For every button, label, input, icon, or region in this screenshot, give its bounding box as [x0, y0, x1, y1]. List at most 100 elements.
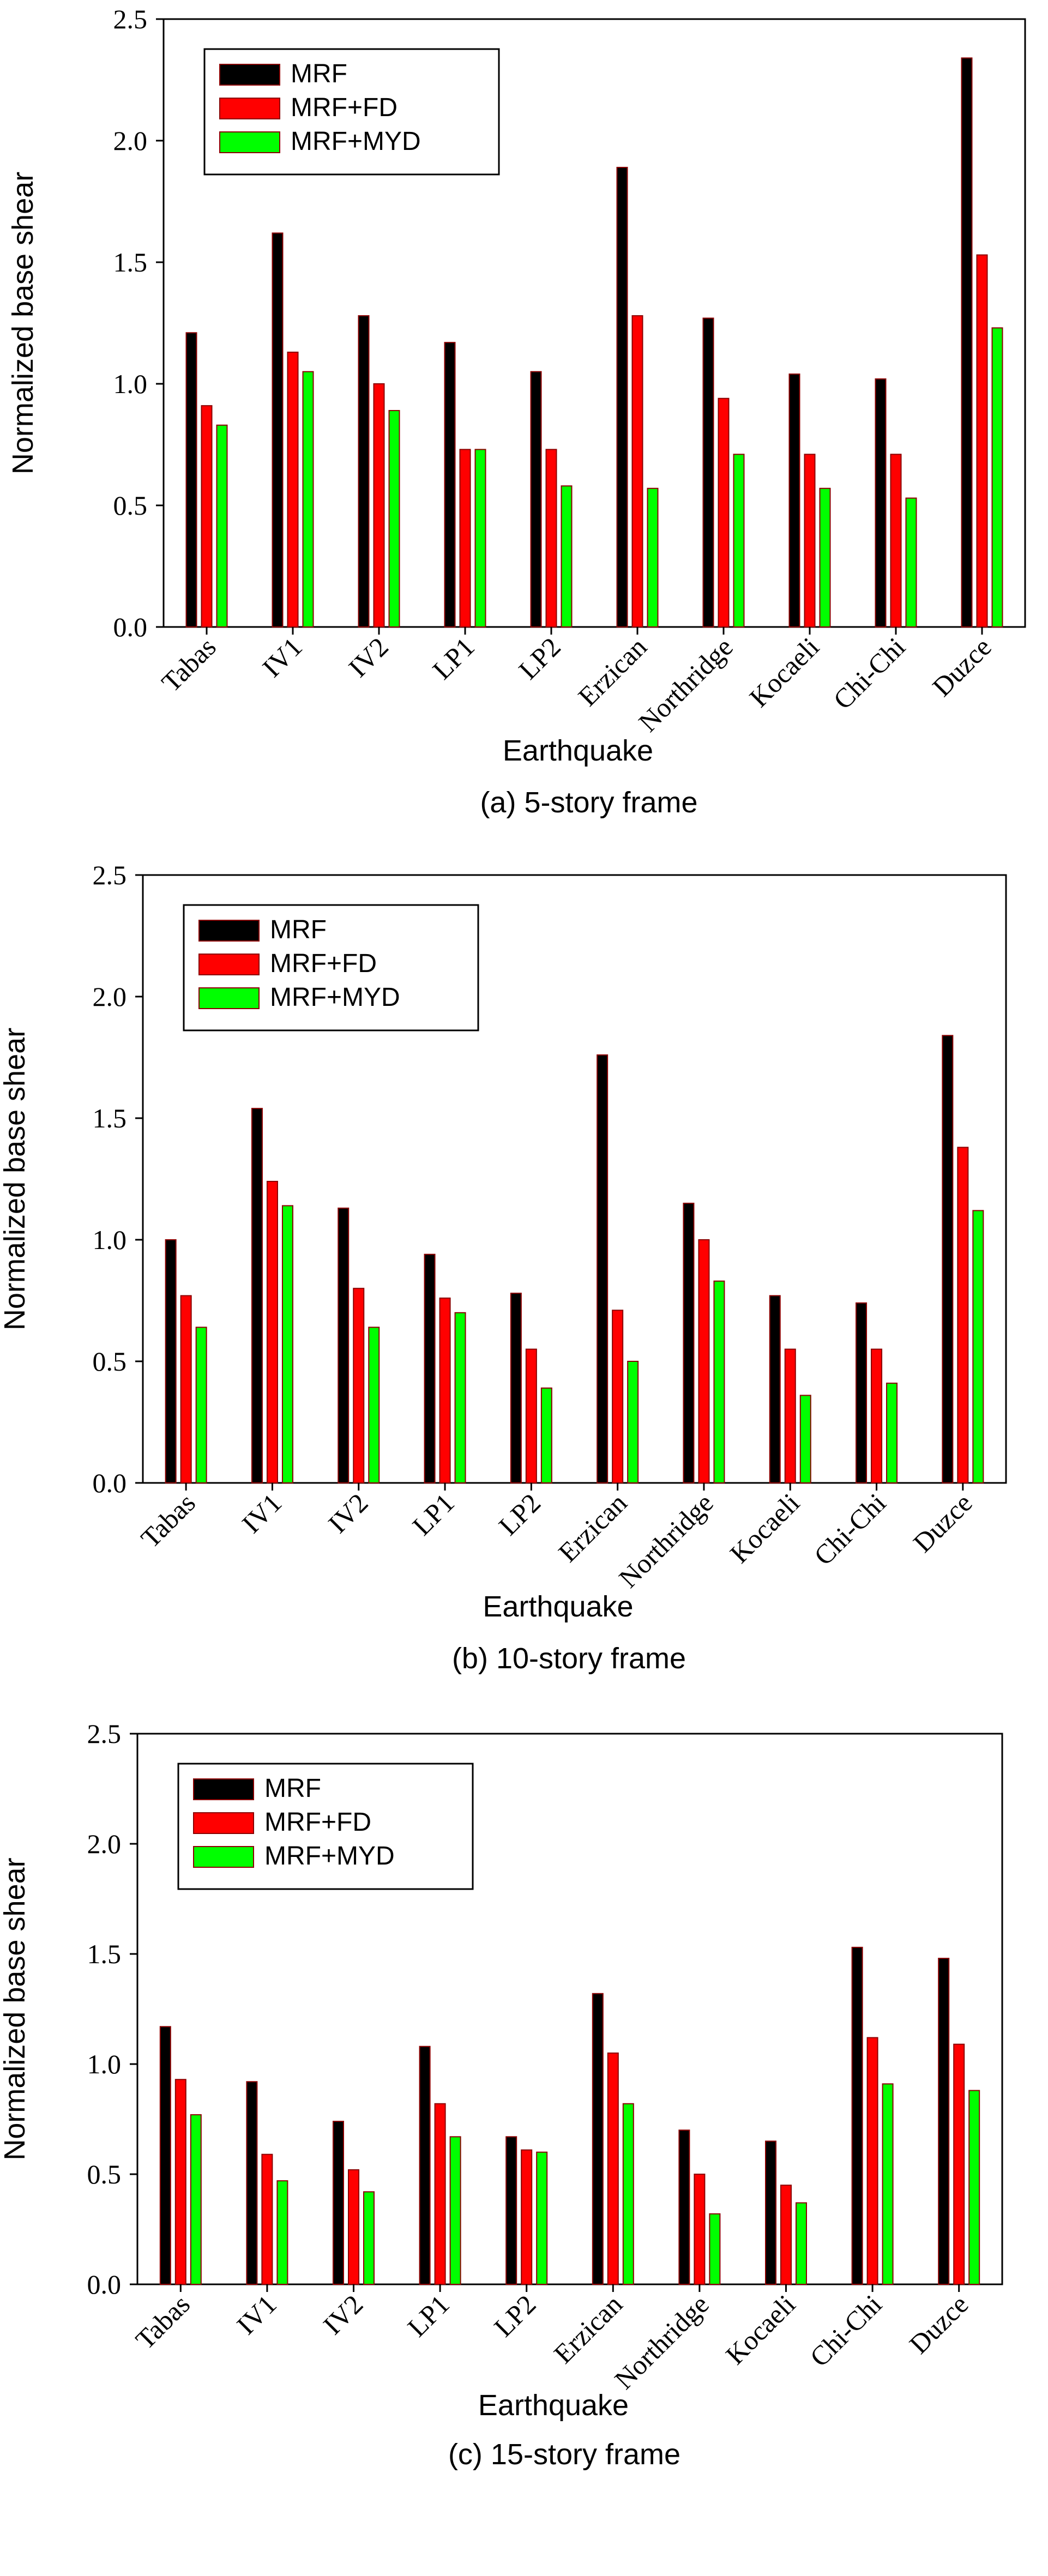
x-tick-label: Kocaeli [724, 1487, 805, 1569]
bar-mrf-fd-erzican [631, 315, 643, 628]
bar-mrf-myd-tabas [190, 2114, 202, 2285]
bar-mrf-northridge [683, 1203, 695, 1484]
bar-mrf-fd-northridge [694, 2174, 706, 2285]
bar-mrf-fd-erzican [607, 2052, 619, 2285]
bar-mrf-myd-lp2 [540, 1387, 552, 1484]
x-axis-label: Earthquake [503, 734, 653, 767]
bar-mrf-iv1 [246, 2081, 258, 2285]
x-tick-label: Duzce [904, 2289, 974, 2360]
chart-panel-3: 0.0 0.5 1.0 1.5 2.0 2.5 Tabas IV1 IV2 LP1 LP2 Erzic… [0, 1718, 1003, 2471]
bar-mrf-fd-kocaeli [780, 2185, 792, 2285]
x-tick-label: IV2 [322, 1487, 374, 1539]
bar-mrf-iv1 [251, 1108, 263, 1484]
x-axis-label: Earthquake [478, 2389, 629, 2422]
x-tick-label: IV1 [236, 1487, 288, 1539]
bar-mrf-iv2 [338, 1208, 350, 1484]
y-tick-label: 2.0 [93, 981, 127, 1012]
bar-mrf-fd-kocaeli [784, 1348, 796, 1483]
legend-swatch-mrf-fd [219, 98, 280, 119]
chart-panel-1: 0.0 0.5 1.0 1.5 2.0 2.5 Tabas IV1 IV2 LP1 LP2 Erzic… [7, 4, 1026, 819]
y-tick-label: 0.5 [113, 490, 148, 521]
legend-swatch-mrf-fd [198, 954, 260, 975]
bar-mrf-fd-chi-chi [890, 454, 902, 628]
bar-mrf-myd-lp1 [454, 1312, 466, 1484]
bar-mrf-lp2 [505, 2136, 517, 2285]
y-tick-label: 0.0 [113, 612, 148, 642]
legend-label: MRF [291, 59, 347, 88]
bar-mrf-myd-chi-chi [886, 1383, 898, 1483]
bar-mrf-myd-duzce [972, 1210, 984, 1483]
bar-mrf-chi-chi [851, 1946, 863, 2285]
y-tick-label: 0.0 [87, 2269, 122, 2300]
bar-mrf-fd-kocaeli [804, 454, 816, 628]
legend-swatch-mrf [198, 920, 260, 942]
x-tick-label: LP1 [406, 1487, 460, 1541]
legend-label: MRF+MYD [291, 127, 421, 156]
bar-mrf-tabas [185, 332, 197, 628]
x-tick-label: Duzce [907, 1487, 978, 1558]
bar-mrf-kocaeli [765, 2140, 776, 2285]
bar-mrf-myd-duzce [968, 2090, 980, 2285]
bar-mrf-fd-lp1 [439, 1298, 451, 1484]
bar-mrf-fd-erzican [612, 1310, 624, 1484]
bar-mrf-myd-iv1 [281, 1205, 293, 1484]
x-tick-label: Tabas [155, 631, 222, 698]
y-tick-label: 2.5 [87, 1718, 122, 1749]
bar-mrf-chi-chi [875, 378, 887, 628]
bar-mrf-myd-duzce [991, 327, 1003, 628]
bar-mrf-fd-northridge [698, 1239, 710, 1483]
bar-mrf-northridge [678, 2129, 690, 2285]
panel-caption: (b) 10-story frame [452, 1642, 686, 1675]
legend-swatch-mrf-myd [193, 1846, 254, 1868]
bar-mrf-fd-iv2 [348, 2169, 359, 2285]
bar-mrf-lp1 [444, 342, 456, 628]
bar-mrf-fd-iv1 [261, 2153, 273, 2285]
x-tick-label: Tabas [135, 1487, 201, 1554]
y-tick-label: 1.0 [87, 2049, 122, 2079]
bar-mrf-chi-chi [856, 1302, 868, 1483]
bar-mrf-duzce [961, 57, 973, 628]
x-tick-label: Chi-Chi [808, 1487, 892, 1571]
y-tick-label: 1.5 [93, 1103, 127, 1133]
bar-mrf-myd-iv1 [276, 2180, 288, 2285]
x-tick-label: Erzican [572, 631, 653, 712]
y-tick-label: 0.5 [93, 1346, 127, 1377]
x-tick-label: Kocaeli [743, 631, 825, 713]
y-axis-label: Normalized base shear [7, 172, 39, 474]
bar-mrf-myd-chi-chi [882, 2083, 894, 2285]
x-tick-label: Northridge [609, 2289, 715, 2395]
x-tick-label: IV2 [342, 631, 394, 683]
bar-mrf-fd-tabas [174, 2079, 186, 2285]
bar-mrf-myd-iv2 [368, 1326, 380, 1484]
legend: MRF MRF+FD MRF+MYD [203, 48, 500, 176]
legend-label: MRF+FD [291, 93, 397, 122]
bar-mrf-erzican [616, 167, 628, 628]
bar-mrf-fd-lp1 [434, 2103, 446, 2285]
bar-mrf-myd-kocaeli [819, 487, 831, 628]
bar-mrf-fd-lp1 [459, 449, 471, 628]
bar-mrf-fd-lp2 [525, 1348, 537, 1483]
bar-mrf-myd-northridge [733, 454, 745, 628]
plot-frame [162, 18, 1026, 628]
y-tick-label: 2.0 [113, 125, 148, 156]
bar-mrf-fd-iv1 [266, 1180, 278, 1483]
x-tick-label: IV1 [231, 2289, 282, 2340]
y-axis-label: Normalized base shear [0, 1028, 31, 1330]
bar-mrf-fd-iv2 [353, 1288, 365, 1483]
x-tick-label: LP1 [401, 2289, 455, 2343]
y-tick-label: 1.0 [93, 1224, 127, 1255]
bar-mrf-myd-iv1 [302, 371, 314, 628]
bar-mrf-myd-lp1 [449, 2136, 461, 2285]
bar-mrf-lp1 [424, 1253, 436, 1483]
bar-mrf-myd-northridge [713, 1280, 725, 1484]
bar-mrf-duzce [938, 1958, 950, 2285]
legend-label: MRF+FD [264, 1808, 371, 1837]
y-tick-label: 1.5 [113, 247, 148, 277]
legend-label: MRF [264, 1774, 321, 1803]
x-tick-label: Chi-Chi [804, 2289, 888, 2373]
bar-mrf-myd-lp1 [474, 449, 486, 628]
bar-mrf-tabas [165, 1239, 177, 1483]
bar-mrf-erzican [592, 1993, 604, 2285]
bar-mrf-lp1 [419, 2046, 431, 2285]
panel-caption: (c) 15-story frame [448, 2438, 680, 2471]
